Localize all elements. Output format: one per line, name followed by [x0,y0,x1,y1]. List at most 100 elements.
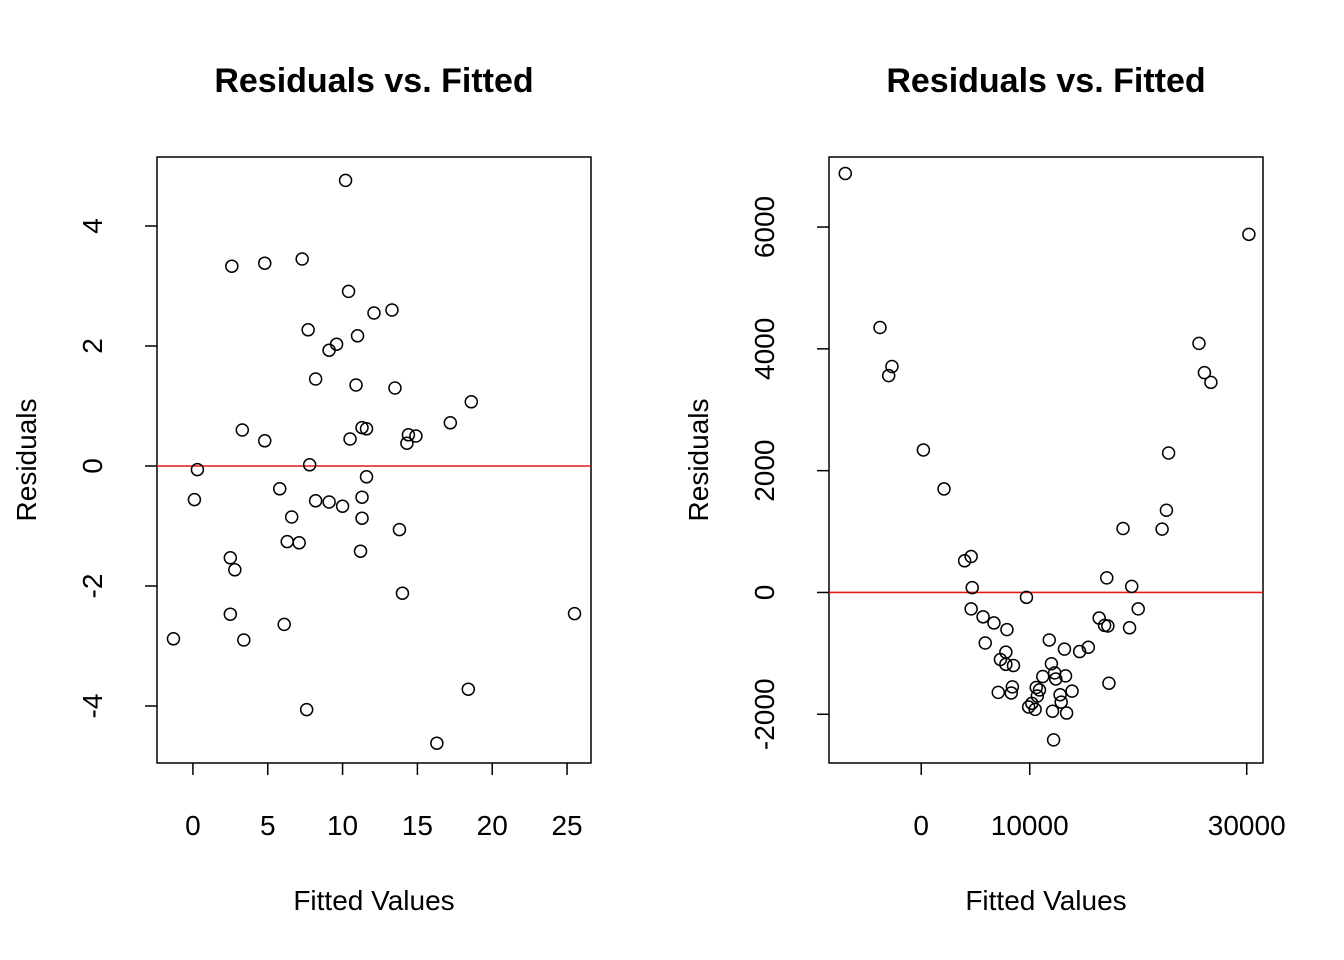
right-x-tick-label: 0 [913,810,929,841]
right-data-point [1049,672,1063,686]
right-data-point [1028,702,1042,717]
right-data-point [1122,621,1137,635]
right-data-point [1006,658,1021,673]
left-data-point [343,432,357,446]
right-data-point [1059,706,1074,720]
right-data-point [1035,669,1050,684]
left-data-point [335,499,350,513]
left-y-tick-label: 4 [77,218,108,234]
right-data-point [1192,336,1206,351]
right-x-tick-label: 30000 [1208,810,1286,841]
right-x-tick-label: 10000 [991,810,1069,841]
right-data-point [964,602,978,616]
right-y-tick-label: 2000 [749,440,780,502]
left-x-tick-label: 20 [477,810,508,841]
right-data-point [1124,579,1139,594]
left-data-point [341,284,356,299]
right-data-point [999,645,1013,659]
left-y-tick-label: 0 [77,458,108,474]
right-data-point [1102,676,1116,690]
left-x-tick-label: 5 [260,810,276,841]
right-data-point [976,610,990,624]
left-y-tick-label: 2 [77,338,108,354]
left-data-point [392,522,407,537]
right-data-point [885,359,899,374]
left-data-point [322,495,336,509]
right-data-point [1019,590,1034,605]
left-data-point [461,682,476,696]
right-data-point [991,685,1006,700]
left-data-point [302,458,317,472]
right-data-point [1197,365,1212,380]
left-data-point [228,563,242,577]
left-x-tick-label: 0 [185,810,201,841]
left-residual-plot: Residuals vs. Fitted Fitted Values Resid… [11,62,592,916]
left-data-point [359,470,374,484]
left-x-axis-label: Fitted Values [293,885,454,916]
left-data-point [284,510,299,524]
right-data-point [978,636,992,650]
left-plot-marks: 0 5 10 15 20 25 -4 -2 0 2 4 [77,173,591,841]
left-data-point [385,303,399,317]
right-data-point [1000,622,1014,637]
right-data-point [1054,695,1068,709]
right-residual-plot: Residuals vs. Fitted Fitted Values Resid… [683,62,1286,916]
left-data-point [258,434,272,448]
left-data-point [349,378,363,392]
left-data-point [359,422,374,436]
right-chart-title: Residuals vs. Fitted [886,62,1205,100]
left-data-point [409,429,423,443]
right-data-point [873,320,887,335]
left-x-tick-label: 25 [551,810,582,841]
right-data-point [987,616,1001,630]
right-data-point [881,368,896,383]
right-data-point [937,482,951,496]
left-data-point [388,381,402,395]
left-data-point [464,395,479,409]
left-data-point [299,702,314,717]
left-y-tick-label: -4 [77,694,108,719]
right-data-point [1046,733,1061,747]
right-data-point [1242,227,1256,242]
left-data-point [353,544,368,558]
left-y-tick-label: -2 [77,574,108,599]
left-data-point [277,617,291,632]
left-data-point [395,586,410,600]
right-y-tick-label: -2000 [749,678,780,750]
left-data-point [338,173,353,188]
left-data-point [308,372,323,386]
left-data-point [308,494,323,508]
right-data-point [1161,446,1176,460]
left-data-point [295,252,309,266]
left-data-point [355,511,369,525]
left-data-point [166,632,181,646]
left-x-tick-label: 10 [327,810,358,841]
left-data-point [272,482,287,496]
right-data-point [1044,656,1059,671]
right-data-point [1004,686,1019,700]
right-data-point [1101,619,1115,633]
left-chart-title: Residuals vs. Fitted [214,62,533,100]
right-data-point [1005,680,1020,694]
right-x-axis-label: Fitted Values [965,885,1126,916]
left-data-point [322,343,336,357]
right-data-point [1030,689,1045,703]
right-data-point [1072,644,1087,659]
right-data-point [1065,684,1079,698]
left-plot-frame [156,156,592,764]
right-data-point [1042,633,1057,647]
right-data-point [1032,683,1047,697]
right-data-point [1155,522,1169,536]
left-data-point [187,492,202,507]
right-data-point [1100,571,1114,585]
left-data-point [225,259,239,273]
left-data-point [355,490,369,504]
right-data-point [1116,521,1130,536]
right-y-axis-label: Residuals [683,399,714,522]
right-data-point [1053,688,1067,702]
right-y-tick-label: 4000 [749,318,780,380]
right-y-tick-label: 0 [749,585,780,601]
left-data-point [258,256,272,270]
left-data-point [401,428,416,442]
right-y-tick-label: 6000 [749,196,780,258]
